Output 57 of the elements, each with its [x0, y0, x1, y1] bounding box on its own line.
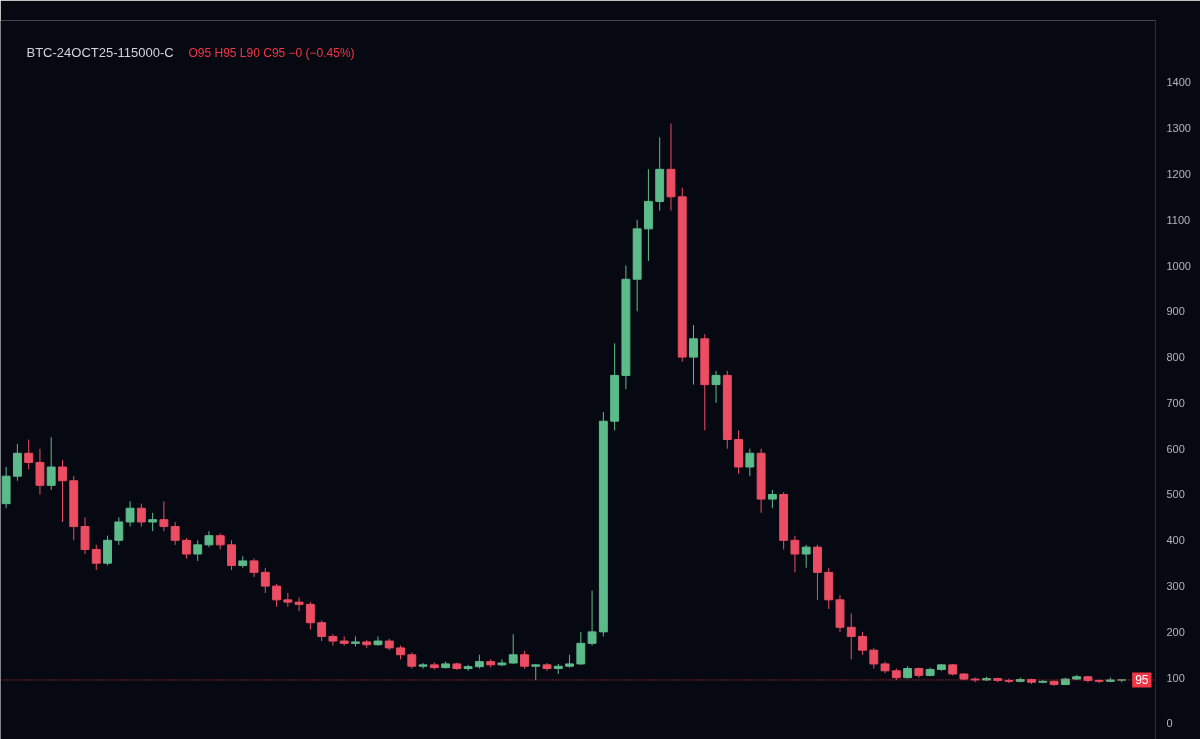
y-tick-label: 0: [1166, 717, 1173, 730]
y-tick-label: 1400: [1166, 76, 1191, 89]
y-tick-label: 1300: [1166, 122, 1191, 135]
y-tick-label: 1000: [1166, 259, 1191, 272]
candlestick: [463, 664, 473, 672]
candlestick: [12, 443, 22, 482]
candlestick: [24, 439, 34, 470]
candlestick: [711, 370, 721, 404]
candlestick: [858, 631, 867, 656]
candlestick: [260, 567, 270, 594]
y-tick-label: 700: [1166, 396, 1185, 409]
candlestick: [508, 633, 518, 665]
candlestick: [58, 459, 67, 523]
candlestick: [576, 631, 586, 666]
y-tick-label: 300: [1166, 580, 1185, 593]
y-tick-label: 400: [1166, 534, 1185, 547]
y-tick-label: 900: [1166, 305, 1185, 318]
candlestick: [801, 544, 811, 569]
y-tick-label: 500: [1166, 488, 1185, 501]
candlestick: [689, 324, 698, 386]
y-tick-label: 1200: [1166, 167, 1191, 180]
candlestick: [181, 537, 191, 560]
y-tick-label: 1100: [1166, 213, 1191, 226]
candlestick: [418, 662, 428, 670]
candlestick: [35, 448, 45, 495]
ref-line-label: 95: [1135, 673, 1149, 688]
candlestick: [272, 583, 282, 608]
candlestick: [294, 597, 304, 612]
candlestick: [114, 516, 124, 546]
candlestick: [170, 521, 180, 546]
candlestick: [745, 448, 755, 477]
text: O95 H95 L90 C95 −0 (−0.45%): [188, 45, 355, 60]
candlestick: [103, 535, 112, 566]
candlestick: [305, 601, 315, 631]
candlestick: [91, 544, 101, 571]
candlestick: [790, 535, 800, 573]
candlestick: [328, 633, 338, 647]
candlestick: [373, 635, 383, 647]
candlestick: [159, 500, 169, 532]
candlestick: [136, 503, 146, 528]
candlestick: [587, 590, 597, 647]
candlestick: [249, 558, 259, 578]
candlestick: [846, 613, 856, 660]
candlestick: [767, 489, 777, 509]
candlestick: [80, 516, 90, 555]
y-tick-label: 800: [1166, 351, 1185, 364]
text: BTC-24OCT25-115000-C: [26, 45, 174, 61]
candlestick: [869, 647, 879, 670]
candlestick: [227, 539, 236, 571]
candlestick: [46, 436, 56, 491]
candlestick: [193, 539, 203, 562]
candlestick: [148, 512, 158, 532]
y-tick-label: 200: [1166, 625, 1185, 638]
candlestick: [317, 619, 327, 642]
candlestick: [125, 500, 135, 528]
y-tick-label: 600: [1166, 442, 1185, 455]
y-tick-label: 100: [1166, 671, 1185, 684]
